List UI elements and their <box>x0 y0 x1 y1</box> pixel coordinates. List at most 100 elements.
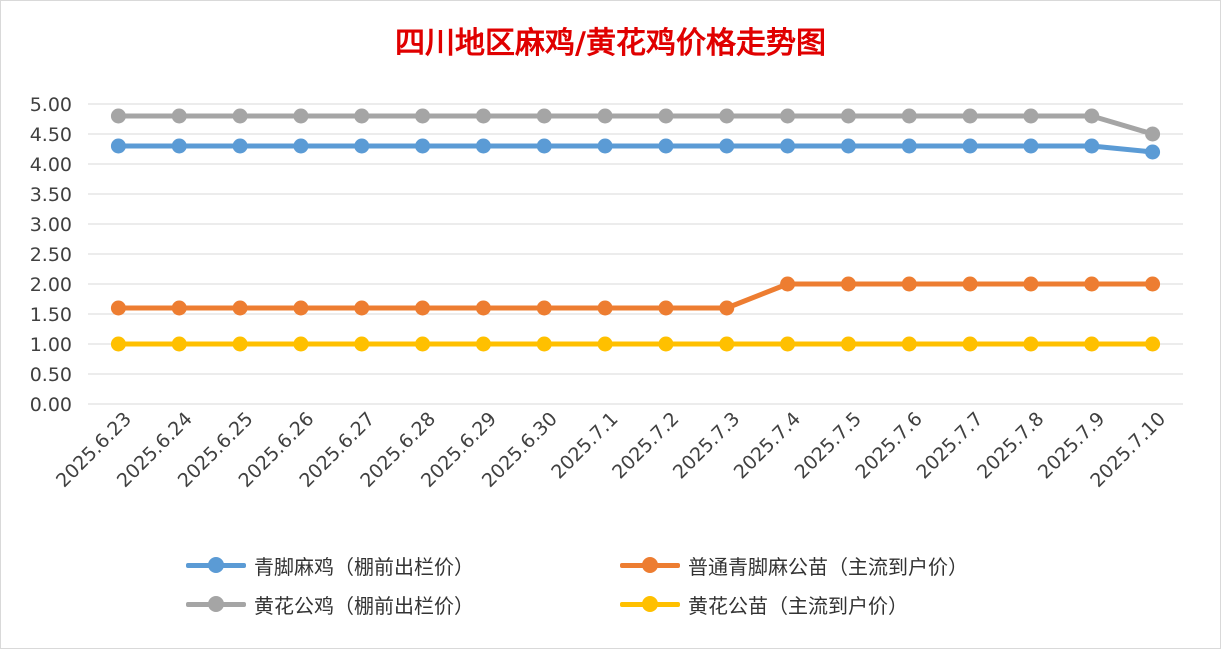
series-line-1 <box>115 143 1156 155</box>
series-1-point <box>293 138 309 154</box>
y-tick-label: 4.50 <box>30 124 72 146</box>
series-1-point <box>719 138 735 154</box>
series-3-point <box>1023 108 1039 124</box>
series-4-point <box>1023 336 1039 352</box>
series-3-point <box>840 108 856 124</box>
legend-swatch-series-1 <box>186 552 246 578</box>
series-3-point <box>962 108 978 124</box>
series-4-point <box>1145 336 1161 352</box>
series-3-point <box>780 108 796 124</box>
y-tick-label: 3.00 <box>30 214 72 236</box>
legend-item-series-2[interactable]: 普通青脚麻公苗（主流到户价） <box>620 552 968 579</box>
series-2-point <box>901 276 917 292</box>
series-2-point <box>658 300 674 316</box>
series-lines <box>115 113 1156 347</box>
series-1-point <box>475 138 491 154</box>
series-3-point <box>110 108 126 124</box>
series-2-point <box>1084 276 1100 292</box>
series-2-point <box>780 276 796 292</box>
series-1-point <box>1023 138 1039 154</box>
series-4-point <box>171 336 187 352</box>
series-points <box>110 108 1161 352</box>
series-4-point <box>110 336 126 352</box>
series-1-point <box>1084 138 1100 154</box>
series-1-point <box>536 138 552 154</box>
y-tick-label: 5.00 <box>30 94 72 116</box>
legend-item-series-1[interactable]: 青脚麻鸡（棚前出栏价） <box>186 552 474 579</box>
series-2-point <box>110 300 126 316</box>
gridlines <box>88 103 1183 405</box>
series-2-point <box>962 276 978 292</box>
series-3-point <box>171 108 187 124</box>
series-2-point <box>536 300 552 316</box>
series-3-point <box>1084 108 1100 124</box>
y-tick-label: 3.50 <box>30 184 72 206</box>
y-tick-label: 2.00 <box>30 274 72 296</box>
series-2-point <box>597 300 613 316</box>
legend-swatch-series-2 <box>620 552 680 578</box>
series-4-point <box>901 336 917 352</box>
legend-item-series-3[interactable]: 黄花公鸡（棚前出栏价） <box>186 591 474 618</box>
y-axis-ticks: 0.00 0.50 1.00 1.50 2.00 2.50 3.00 3.50 4.00 4.50… <box>30 94 72 416</box>
series-4-point <box>536 336 552 352</box>
legend-label-series-4: 黄花公苗（主流到户价） <box>688 593 908 618</box>
y-tick-label: 2.50 <box>30 244 72 266</box>
series-3-point <box>658 108 674 124</box>
series-1-point <box>110 138 126 154</box>
series-1-point <box>658 138 674 154</box>
series-4-point <box>475 336 491 352</box>
series-2-point <box>1145 276 1161 292</box>
series-2-point <box>719 300 735 316</box>
y-tick-label: 4.00 <box>30 154 72 176</box>
series-2-point <box>1023 276 1039 292</box>
series-3-point <box>1145 126 1161 142</box>
series-2-point <box>475 300 491 316</box>
series-4-point <box>1084 336 1100 352</box>
series-4-point <box>354 336 370 352</box>
y-tick-label: 0.00 <box>30 394 72 416</box>
series-4-point <box>293 336 309 352</box>
series-4-point <box>780 336 796 352</box>
series-4-point <box>415 336 431 352</box>
series-3-point <box>536 108 552 124</box>
legend: 青脚麻鸡（棚前出栏价） 普通青脚麻公苗（主流到户价） 黄花公鸡（棚前出栏价） 黄… <box>0 540 1221 630</box>
legend-swatch-series-3 <box>186 591 246 617</box>
series-line-3 <box>115 113 1156 137</box>
y-tick-label: 1.00 <box>30 334 72 356</box>
legend-swatch-series-4 <box>620 591 680 617</box>
series-3-point <box>354 108 370 124</box>
series-3-point <box>293 108 309 124</box>
series-3-point <box>475 108 491 124</box>
series-2-point <box>232 300 248 316</box>
series-4-point <box>658 336 674 352</box>
legend-label-series-3: 黄花公鸡（棚前出栏价） <box>254 593 474 618</box>
series-1-point <box>901 138 917 154</box>
series-2-point <box>415 300 431 316</box>
series-4-point <box>840 336 856 352</box>
series-3-point <box>415 108 431 124</box>
series-4-point <box>962 336 978 352</box>
series-1-point <box>354 138 370 154</box>
series-2-point <box>354 300 370 316</box>
series-3-point <box>901 108 917 124</box>
series-3-point <box>597 108 613 124</box>
series-1-point <box>171 138 187 154</box>
series-1-point <box>840 138 856 154</box>
line-chart: 0.00 0.50 1.00 1.50 2.00 2.50 3.00 3.50 4.00 4.50… <box>30 94 1183 492</box>
chart-title: 四川地区麻鸡/黄花鸡价格走势图 <box>395 26 826 61</box>
series-4-point <box>597 336 613 352</box>
series-3-point <box>232 108 248 124</box>
series-1-point <box>415 138 431 154</box>
legend-label-series-2: 普通青脚麻公苗（主流到户价） <box>688 554 968 579</box>
y-tick-label: 0.50 <box>30 364 72 386</box>
series-2-point <box>293 300 309 316</box>
series-line-2 <box>115 281 1156 311</box>
series-1-point <box>1145 144 1161 160</box>
series-4-point <box>232 336 248 352</box>
series-4-point <box>719 336 735 352</box>
y-tick-label: 1.50 <box>30 304 72 326</box>
legend-item-series-4[interactable]: 黄花公苗（主流到户价） <box>620 591 908 618</box>
series-2-point <box>840 276 856 292</box>
x-axis-ticks: 2025.6.232025.6.242025.6.252025.6.262025… <box>52 408 1170 492</box>
series-3-point <box>719 108 735 124</box>
